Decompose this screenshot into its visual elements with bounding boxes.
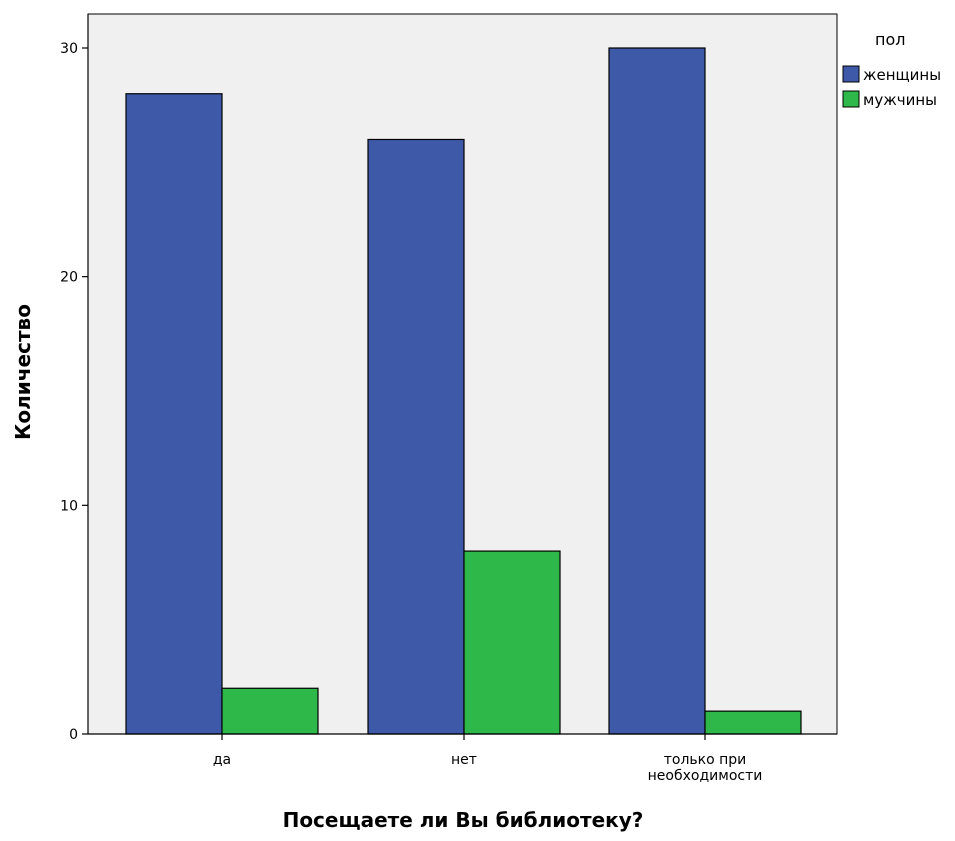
x-axis-title: Посещаете ли Вы библиотеку? [283,808,644,832]
legend: пол женщины мужчины [842,30,941,109]
legend-swatch-мужчины [842,90,860,108]
legend-label-мужчины: мужчины [863,91,937,109]
y-tick-label-30: 30 [60,41,78,57]
legend-label-женщины: женщины [863,66,941,84]
x-tick-label-да: да [213,752,231,768]
y-axis-title: Количество [11,304,35,440]
x-tick-label-нет: нет [451,752,477,768]
bar-мужчины-да [221,687,319,735]
legend-title: пол [875,30,905,49]
bar-женщины-да [125,93,223,735]
y-tick-labels: 0 10 20 30 [60,41,78,743]
x-tick-labels: да нет только при необходимости [213,752,762,784]
legend-swatch-женщины [842,65,860,83]
y-tick-label-20: 20 [60,270,78,286]
bar-женщины-нет [367,138,465,735]
x-tick-label-только при необходимости: только при необходимости [648,752,763,784]
axes-group [82,14,837,740]
bars-group [125,47,802,735]
bar-мужчины-только при необходимости [704,710,802,735]
bar-женщины-только при необходимости [608,47,706,735]
y-tick-label-10: 10 [60,498,78,514]
y-tick-label-0: 0 [69,727,78,743]
bar-мужчины-нет [463,550,561,735]
